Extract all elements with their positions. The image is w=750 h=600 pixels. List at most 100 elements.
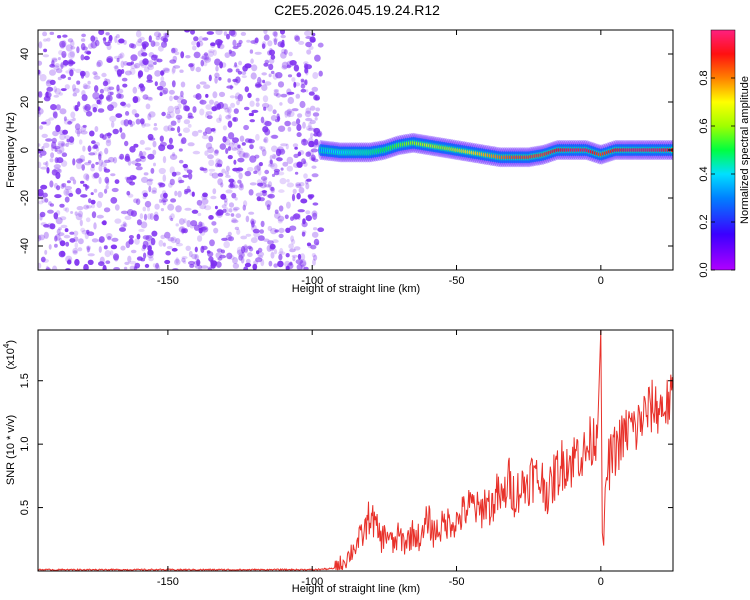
heatmap-noise-cell [237, 70, 242, 75]
heatmap-noise-cell [305, 117, 313, 122]
heatmap-noise-cell [225, 115, 232, 120]
heatmap-noise-cell [70, 111, 76, 119]
heatmap-noise-cell [206, 115, 213, 120]
heatmap-noise-cell [193, 260, 201, 265]
heatmap-noise-cell [224, 52, 231, 58]
heatmap-noise-cell [49, 223, 56, 230]
heatmap-noise-cell [273, 38, 278, 46]
heatmap-noise-cell [38, 200, 44, 205]
heatmap-noise-cell [249, 49, 254, 54]
heatmap-noise-cell [38, 41, 43, 49]
heatmap-noise-cell [303, 160, 307, 164]
heatmap-noise-cell [158, 198, 163, 204]
snr-x-axis-label: Height of straight line (km) [292, 583, 420, 595]
heatmap-noise-cell [129, 67, 136, 76]
heatmap-noise-cell [160, 199, 166, 203]
heatmap-noise-cell [242, 204, 246, 211]
heatmap-noise-cell [91, 173, 98, 180]
heatmap-noise-cell [228, 236, 234, 242]
x-tick-label: -100 [301, 576, 323, 588]
heatmap-noise-cell [215, 30, 223, 36]
heatmap-noise-cell [227, 120, 233, 128]
heatmap-noise-cell [134, 262, 141, 269]
heatmap-noise-cell [205, 142, 213, 150]
heatmap-noise-cell [260, 190, 268, 194]
heatmap-noise-cell [177, 117, 181, 124]
heatmap-noise-cell [63, 116, 67, 122]
heatmap-noise-cell [249, 100, 255, 107]
heatmap-noise-cell [91, 140, 96, 145]
heatmap-noise-cell [60, 183, 65, 189]
heatmap-noise-cell [136, 233, 141, 240]
heatmap-noise-cell [53, 65, 60, 71]
heatmap-noise-cell [42, 54, 50, 58]
heatmap-noise-cell [298, 187, 305, 194]
heatmap-noise-cell [247, 245, 252, 250]
heatmap-noise-cell [80, 38, 86, 42]
colorbar: 0.0 0.2 0.4 0.6 0.8 Normalized spectral ampl… [698, 29, 750, 278]
heatmap-noise-cell [269, 159, 273, 165]
heatmap-noise-cell [270, 134, 278, 139]
heatmap-noise-cell [286, 165, 293, 172]
heatmap-noise-cell [83, 173, 90, 180]
heatmap-noise-cell [227, 68, 233, 73]
y-tick-label: 0 [19, 147, 31, 153]
heatmap-noise-cell [233, 108, 239, 114]
heatmap-noise-cell [241, 142, 246, 146]
heatmap-noise-cell [227, 106, 232, 114]
heatmap-noise-cell [107, 236, 112, 241]
heatmap-noise-cell [232, 167, 240, 172]
heatmap-noise-cell [238, 183, 244, 191]
heatmap-noise-cell [269, 246, 275, 252]
heatmap-noise-cell [314, 117, 318, 121]
heatmap-noise-cell [66, 138, 70, 143]
heatmap-noise-cell [291, 121, 298, 127]
heatmap-noise-cell [59, 203, 65, 208]
heatmap-noise-cell [79, 219, 83, 227]
heatmap-noise-cell [275, 148, 282, 157]
heatmap-noise-cell [302, 121, 306, 129]
heatmap-noise-cell [310, 132, 314, 139]
heatmap-noise-cell [142, 244, 147, 250]
heatmap-noise-cell [138, 228, 145, 232]
heatmap-noise-cell [98, 165, 103, 172]
heatmap-noise-cell [263, 62, 269, 67]
heatmap-noise-cell [306, 242, 312, 247]
heatmap-noise-cell [231, 147, 238, 151]
heatmap-noise-cell [264, 81, 272, 86]
heatmap-noise-cell [266, 204, 271, 211]
heatmap-noise-cell [162, 242, 166, 247]
heatmap-noise-cell [251, 220, 255, 228]
heatmap-noise-cell [282, 161, 289, 167]
heatmap-noise-cell [84, 103, 91, 112]
heatmap-noise-cell [84, 70, 90, 78]
heatmap-noise-cell [180, 90, 184, 98]
heatmap-noise-cell [314, 138, 319, 146]
heatmap-noise-cell [174, 190, 178, 197]
heatmap-noise-cell [66, 259, 72, 265]
heatmap-noise-cell [249, 182, 257, 186]
heatmap-noise-cell [166, 245, 173, 250]
heatmap-noise-cell [248, 211, 255, 215]
heatmap-noise-cell [159, 135, 164, 142]
heatmap-noise-cell [284, 214, 289, 220]
heatmap-noise-cell [80, 180, 85, 184]
heatmap-noise-cell [140, 155, 147, 163]
heatmap-noise-cell [270, 251, 275, 259]
heatmap-noise-cell [188, 63, 194, 68]
heatmap-noise-cell [96, 200, 103, 209]
heatmap-noise-cell [96, 61, 101, 68]
heatmap-noise-cell [164, 231, 171, 239]
heatmap-noise-cell [98, 153, 102, 161]
heatmap-noise-cell [310, 105, 316, 111]
heatmap-noise-cell [229, 50, 236, 57]
snr-x-ticks: -150 -100 -50 0 [157, 330, 604, 588]
heatmap-noise-cell [120, 224, 127, 228]
heatmap-noise-cell [305, 41, 312, 48]
heatmap-noise-cell [199, 81, 207, 85]
heatmap-noise-cell [174, 107, 181, 115]
heatmap-noise-cell [110, 173, 116, 177]
heatmap-noise-cell [234, 226, 240, 231]
heatmap-noise-cell [261, 179, 267, 185]
heatmap-noise-cell [44, 249, 48, 255]
